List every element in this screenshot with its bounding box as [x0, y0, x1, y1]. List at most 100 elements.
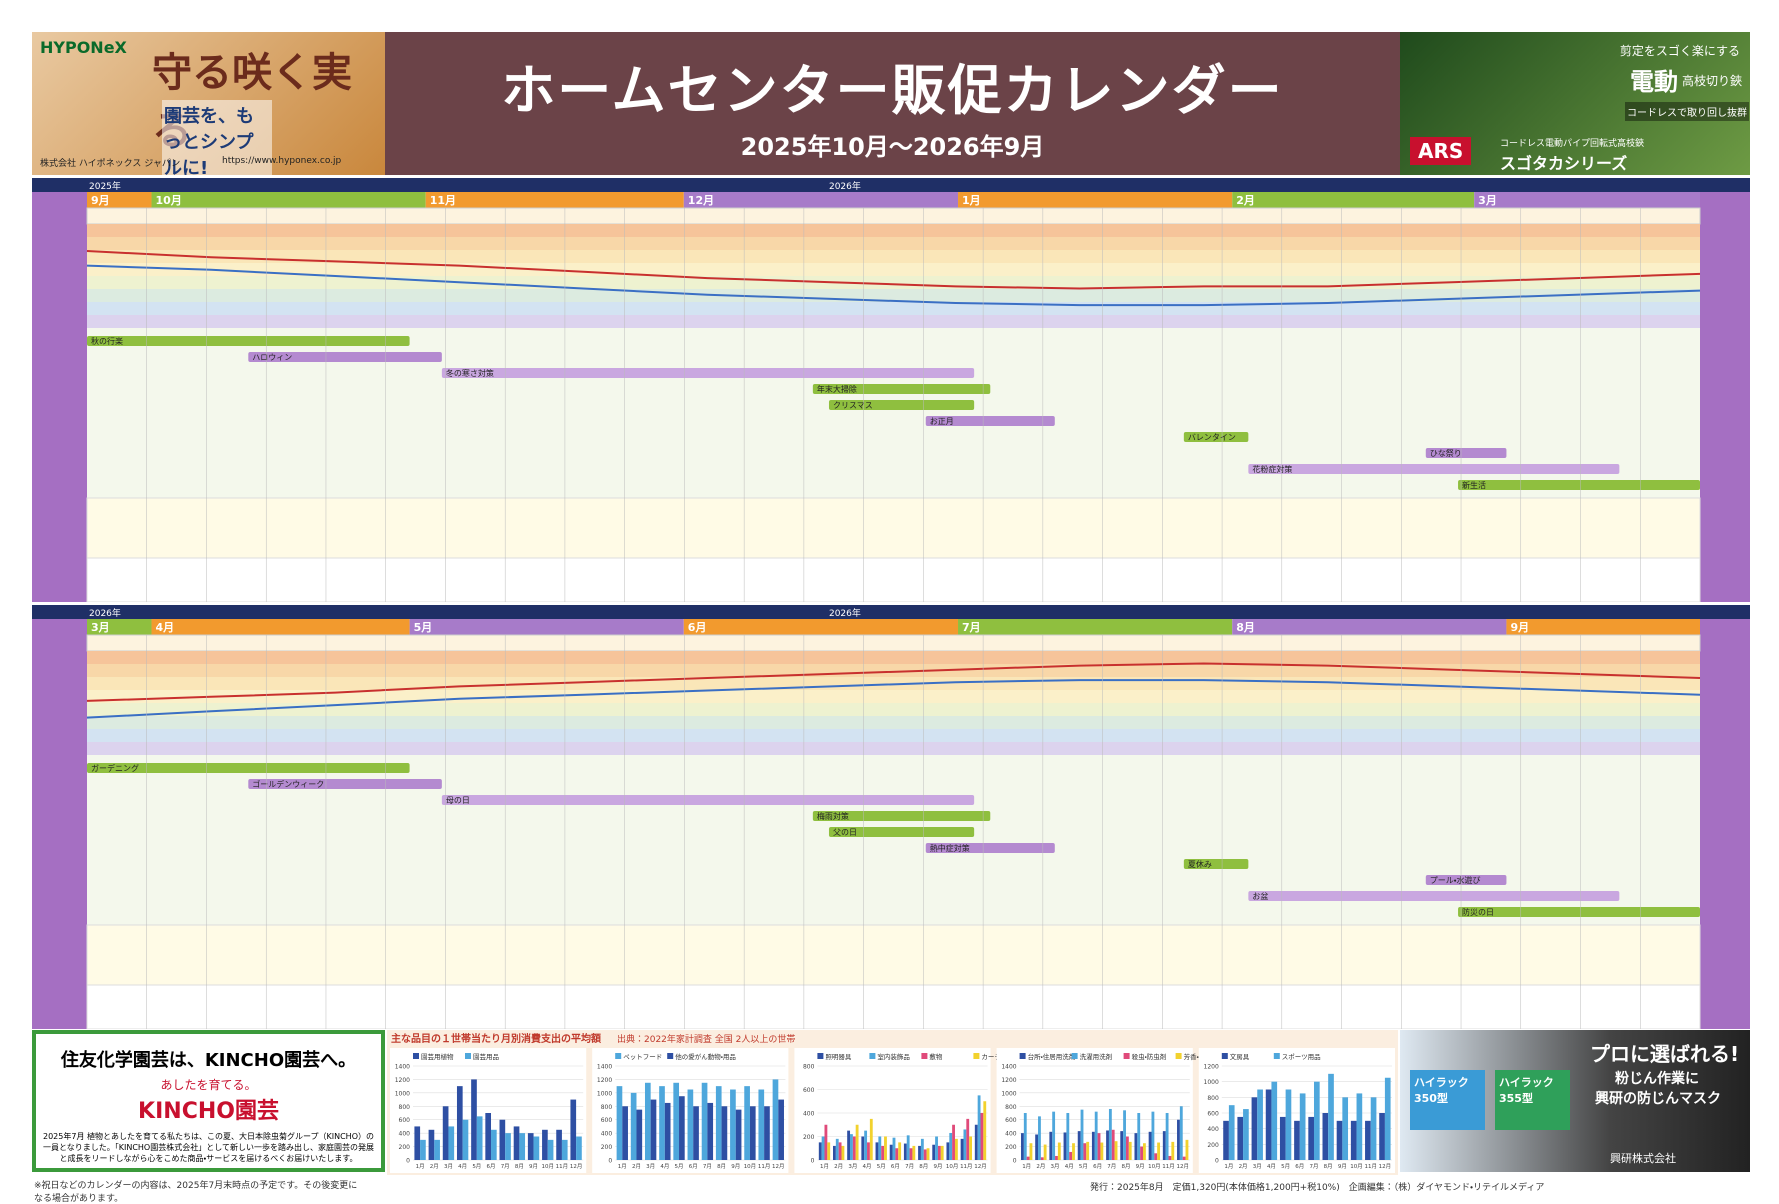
event-bar	[441, 368, 975, 378]
y-tick-label: 200	[803, 1134, 815, 1141]
bar	[1322, 1113, 1329, 1160]
y-tick-label: 600	[803, 1087, 815, 1094]
bar	[1114, 1141, 1118, 1160]
bar	[778, 1099, 784, 1160]
bar	[570, 1099, 577, 1160]
bar	[895, 1148, 899, 1160]
bar	[744, 1086, 750, 1160]
event-bar	[828, 400, 975, 410]
y-tick-label: 1200	[395, 1077, 410, 1084]
y-tick-label: 0	[406, 1158, 410, 1165]
month-band	[425, 192, 684, 208]
legend-label: 台所・住居用洗剤	[1028, 1052, 1076, 1061]
bar	[1313, 1081, 1320, 1160]
bar	[1379, 1113, 1385, 1160]
y-tick-label: 400	[1207, 1126, 1219, 1133]
bar	[1299, 1093, 1306, 1160]
legend-swatch	[413, 1053, 419, 1059]
y-tick-label: 400	[1005, 1131, 1017, 1138]
bar	[442, 1106, 449, 1160]
y-tick-label: 600	[399, 1117, 411, 1124]
event-label: お盆	[1252, 891, 1268, 901]
temp-band	[87, 263, 1700, 276]
memo-zone	[86, 497, 1701, 559]
event-label: 冬の寒さ対策	[446, 368, 494, 378]
y-tick-label: 1000	[395, 1090, 410, 1097]
bar	[847, 1130, 851, 1160]
bar	[1029, 1143, 1033, 1160]
x-tick-label: 6月	[1093, 1163, 1102, 1170]
month-band	[1506, 619, 1700, 635]
bar	[434, 1139, 440, 1160]
bar	[1279, 1116, 1286, 1160]
bar	[1140, 1146, 1143, 1160]
spending-charts: 主な品目の１世帯当たり月別消費支出の平均額 出典：2022年家計調査 全国 2人以…	[387, 1030, 1398, 1175]
bar	[1069, 1151, 1073, 1160]
bar	[1356, 1093, 1363, 1160]
bar	[673, 1082, 680, 1160]
bar	[1165, 1113, 1169, 1160]
event-bar	[248, 352, 442, 362]
event-label: ガーデニング	[91, 763, 139, 773]
x-tick-label: 4月	[458, 1163, 467, 1170]
bar	[920, 1138, 924, 1160]
bar	[630, 1092, 637, 1160]
event-label: バレンタイン	[1188, 433, 1236, 442]
x-tick-label: 2月	[632, 1163, 641, 1170]
bar	[561, 1139, 568, 1160]
bar	[1223, 1120, 1229, 1160]
month-band	[1232, 192, 1475, 208]
legend-label: スポーツ用品	[1282, 1053, 1321, 1061]
legend-swatch	[921, 1053, 928, 1059]
x-tick-label: 4月	[1065, 1163, 1074, 1170]
x-tick-label: 12月	[772, 1163, 785, 1170]
y-tick-label: 800	[399, 1104, 411, 1111]
event-bar	[87, 763, 410, 773]
y-tick-label: 1000	[1001, 1090, 1016, 1097]
event-label: プール・水遊び	[1430, 875, 1481, 885]
bar	[1308, 1116, 1314, 1160]
month-label: 9月	[1510, 621, 1529, 634]
month-label: 12月	[688, 194, 714, 207]
bar	[892, 1137, 896, 1160]
temp-band	[87, 250, 1700, 263]
bar	[1336, 1120, 1343, 1160]
y-tick-label: 1400	[1001, 1064, 1016, 1071]
bar	[715, 1086, 722, 1160]
x-tick-label: 12月	[570, 1163, 583, 1170]
y-tick-label: 1200	[1001, 1077, 1016, 1084]
x-tick-label: 9月	[731, 1163, 740, 1170]
year-band	[32, 605, 1750, 619]
x-tick-label: 4月	[660, 1163, 669, 1170]
bar	[622, 1106, 628, 1160]
x-tick-label: 4月	[863, 1163, 872, 1170]
body: 2025年7月 植物とあしたを育てる私たちは、この夏、大日本除虫菊グループ（KI…	[42, 1132, 374, 1164]
url[interactable]: https://www.hyponex.co.jp	[222, 156, 342, 166]
bar	[898, 1142, 902, 1160]
y-tick-label: 1200	[597, 1077, 612, 1084]
bar	[869, 1118, 873, 1160]
x-tick-label: 5月	[877, 1163, 886, 1170]
temp-band	[87, 729, 1700, 742]
x-tick-label: 2月	[430, 1163, 439, 1170]
line2: 興研の防じんマスク	[1595, 1091, 1721, 1107]
x-tick-label: 7月	[1309, 1163, 1318, 1170]
year-label: 2026年	[829, 607, 861, 619]
lead: 剪定をスゴく楽にする	[1619, 44, 1740, 58]
bar	[542, 1129, 548, 1160]
bar	[818, 1142, 822, 1160]
year-label: 2025年	[89, 180, 121, 192]
y-tick-label: 800	[803, 1064, 815, 1071]
calendar-half: 2025年 2026年 9月 10月 11月 12月 1月 2月 3月秋の行楽ハロウィン冬の寒さ…	[32, 178, 1750, 602]
event-bar	[812, 384, 991, 394]
bar	[821, 1136, 825, 1160]
x-tick-label: 12月	[1176, 1163, 1189, 1170]
y-tick-label: 1000	[1204, 1079, 1219, 1086]
x-tick-label: 6月	[891, 1163, 900, 1170]
series: スゴタカシリーズ	[1500, 154, 1628, 173]
x-tick-label: 5月	[1281, 1163, 1290, 1170]
month-label: 11月	[430, 194, 456, 207]
bar	[636, 1109, 643, 1160]
bar	[1271, 1081, 1278, 1160]
bar	[850, 1134, 853, 1160]
